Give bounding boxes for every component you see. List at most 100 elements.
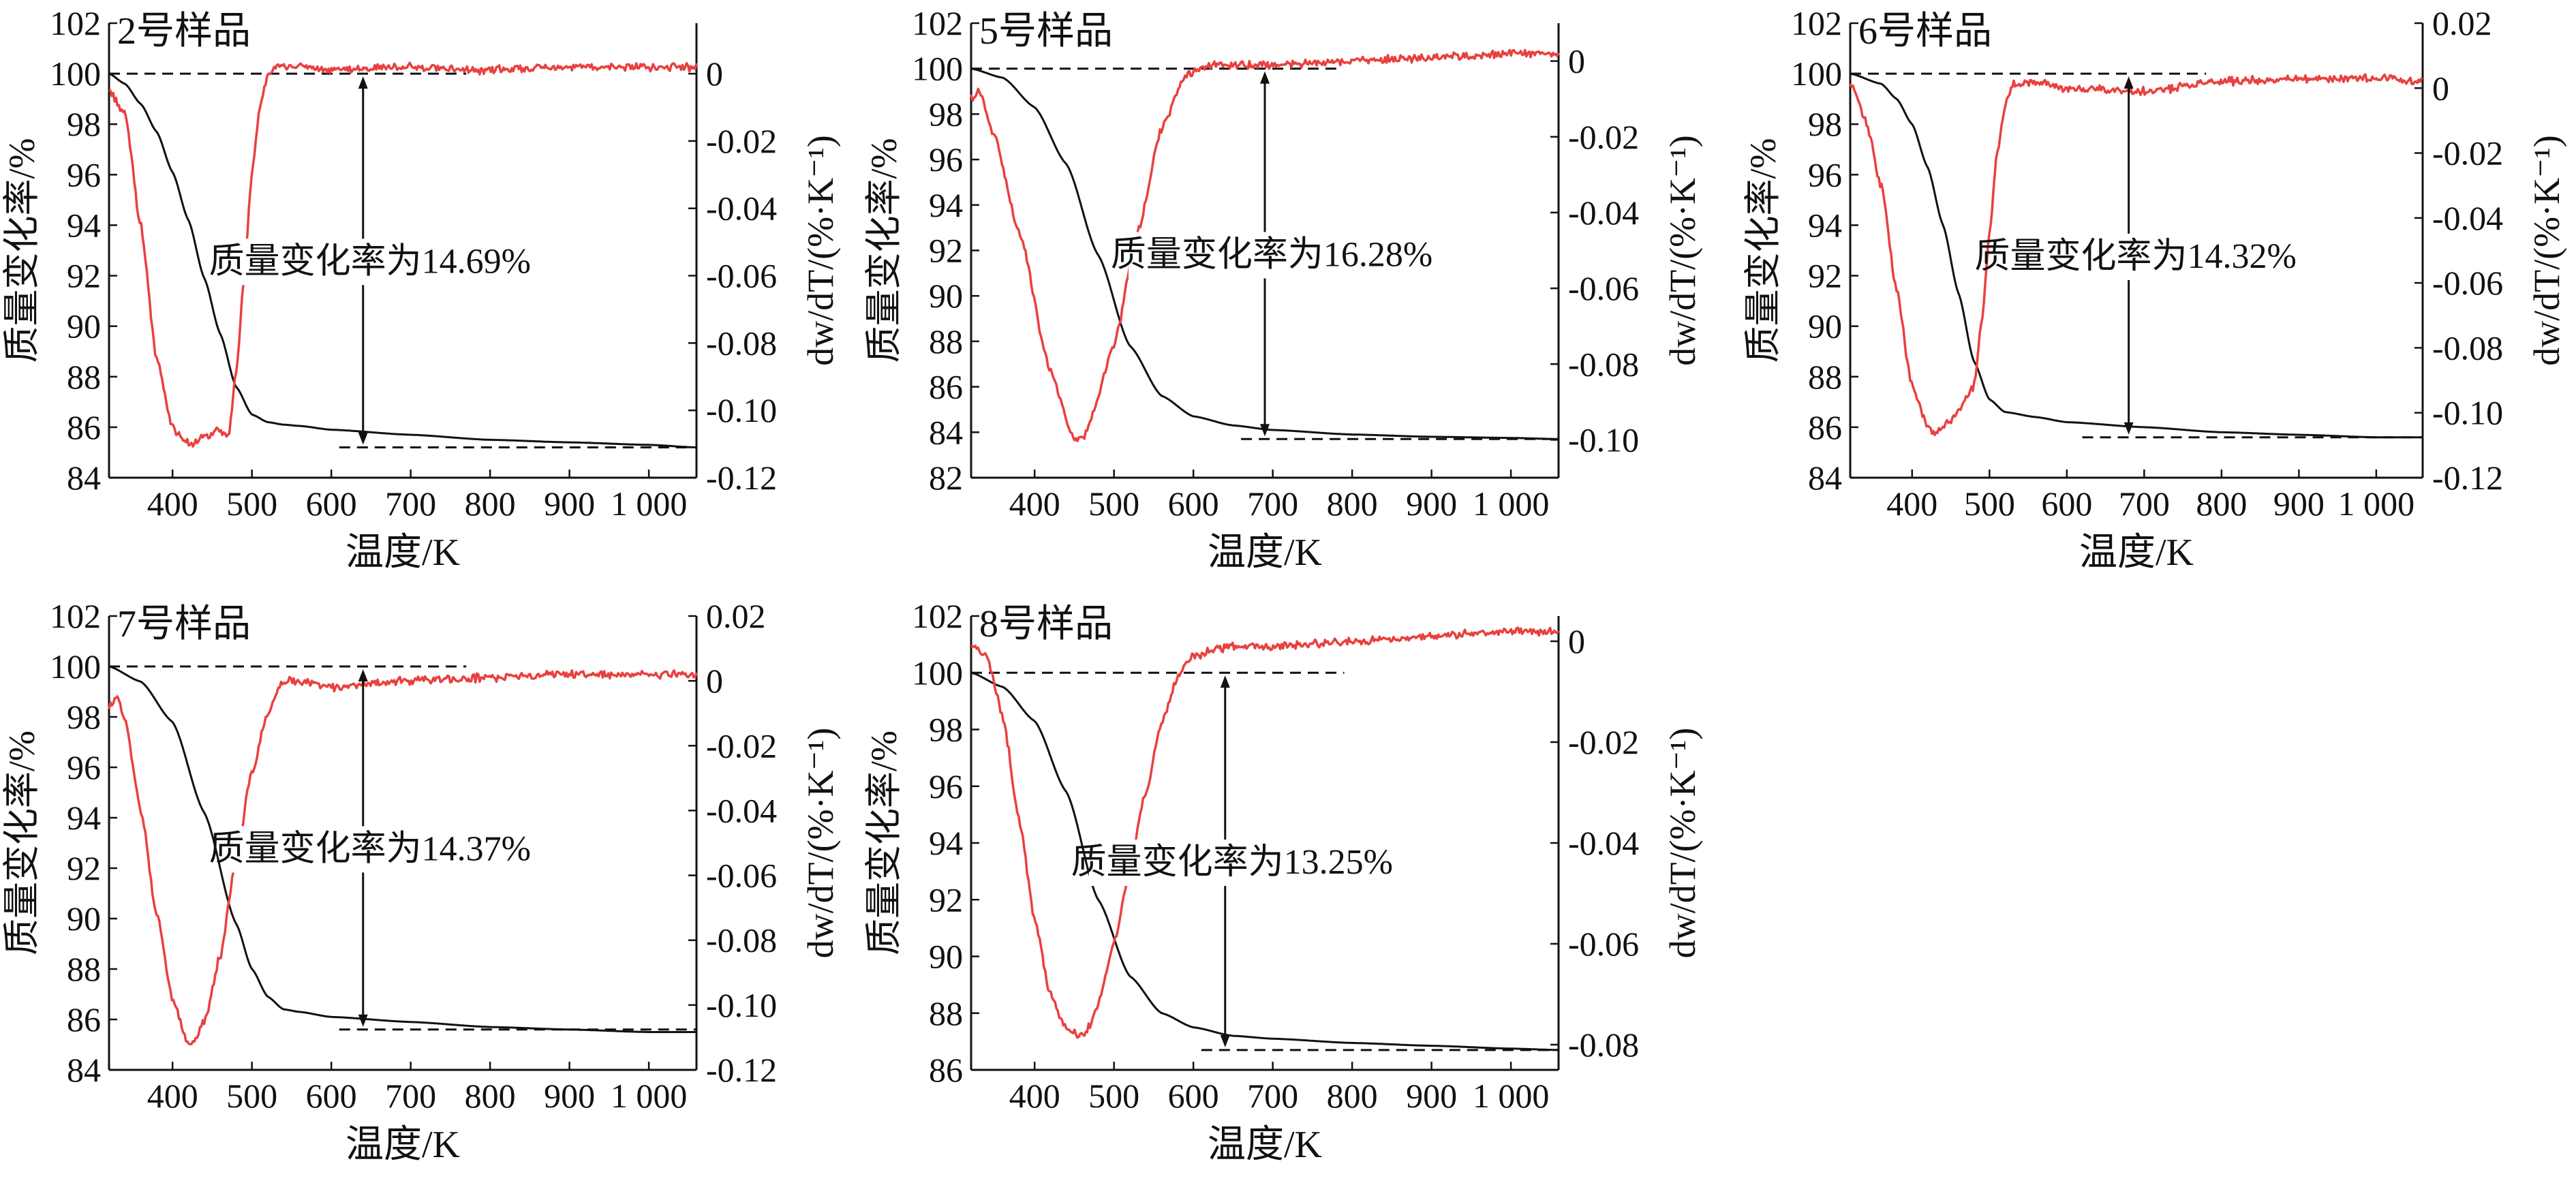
arrow-head-up [1220,675,1230,688]
left-y-tick-label: 88 [929,322,963,360]
right-y-tick-label: -0.08 [1568,1026,1639,1064]
x-tick-label: 600 [306,485,357,523]
x-tick-label: 1 000 [1473,1077,1550,1115]
left-y-tick-label: 102 [50,4,101,42]
x-tick-label: 400 [1009,485,1060,523]
left-y-axis-title: 质量变化率/% [1,731,42,955]
arrow-head-down [1260,424,1270,437]
x-tick-label: 500 [1964,485,2015,523]
right-y-tick-label: 0.02 [706,597,766,635]
annotation-background [1992,233,2279,280]
right-y-tick-label: -0.08 [706,324,777,362]
left-y-tick-label: 86 [929,1051,963,1089]
x-axis-title: 温度/K [2079,532,2194,574]
x-axis-title: 温度/K [1208,1124,1322,1166]
left-y-tick-label: 92 [67,257,101,295]
left-y-tick-label: 86 [67,408,101,446]
x-tick-label: 900 [2273,485,2325,523]
left-y-tick-label: 92 [929,880,963,919]
right-y-tick-label: -0.02 [2432,134,2503,172]
left-y-tick-label: 92 [1808,257,1842,295]
x-tick-label: 700 [1247,1077,1298,1115]
left-y-tick-label: 84 [1808,459,1842,497]
right-y-tick-label: -0.04 [1568,194,1639,232]
x-tick-label: 900 [544,485,595,523]
left-y-tick-label: 84 [67,459,101,497]
right-y-tick-label: -0.02 [706,122,777,160]
right-y-axis-title: dw/dT/(%·K⁻¹) [800,728,841,959]
right-y-axis-title: dw/dT/(%·K⁻¹) [2526,135,2567,366]
arrow-head-down [358,432,368,445]
right-y-axis-title: dw/dT/(%·K⁻¹) [800,135,841,366]
x-tick-label: 600 [1168,1077,1219,1115]
left-y-tick-label: 102 [912,597,963,635]
x-tick-label: 400 [147,1077,198,1115]
left-y-tick-label: 98 [929,711,963,749]
mass-curve [970,671,1559,1051]
x-tick-label: 600 [2041,485,2092,523]
x-tick-label: 400 [1886,485,1937,523]
left-y-tick-label: 98 [67,698,101,736]
left-y-tick-label: 94 [67,799,101,837]
x-tick-label: 800 [1327,485,1378,523]
mass-curve [108,72,696,448]
left-y-tick-label: 86 [1808,408,1842,446]
mass-change-annotation: 质量变化率为16.28% [1111,236,1432,275]
right-y-tick-label: -0.06 [706,857,777,895]
annotation-background [1088,840,1375,887]
left-y-tick-label: 90 [67,900,101,938]
right-y-tick-label: -0.04 [1568,824,1639,862]
x-tick-label: 900 [544,1077,595,1115]
left-y-axis-title: 质量变化率/% [863,138,904,363]
mass-change-annotation: 质量变化率为14.32% [1974,237,2296,276]
annotation-background [1129,232,1415,279]
left-y-tick-label: 88 [929,994,963,1032]
arrow-head-down [358,1014,368,1027]
left-y-tick-label: 98 [1808,105,1842,143]
x-tick-label: 1 000 [611,485,688,523]
dtg-curve [970,48,1560,442]
left-y-axis-title: 质量变化率/% [1743,138,1783,363]
right-y-tick-label: -0.02 [1568,118,1639,156]
left-y-tick-label: 100 [50,647,101,686]
right-y-tick-label: 0 [706,55,723,93]
x-tick-label: 900 [1406,485,1457,523]
x-tick-label: 700 [2119,485,2170,523]
right-y-tick-label: -0.04 [706,189,777,228]
x-tick-label: 700 [1247,485,1298,523]
x-tick-label: 800 [2196,485,2247,523]
right-y-tick-label: -0.04 [706,791,777,829]
left-y-tick-label: 96 [929,140,963,179]
dtg-curve [108,61,698,448]
x-tick-label: 600 [306,1077,357,1115]
right-y-tick-label: -0.10 [2432,394,2503,432]
panel-title: 5号样品 [979,10,1113,52]
x-tick-label: 1 000 [2338,485,2415,523]
arrow-head-up [2123,76,2134,89]
left-y-axis-title: 质量变化率/% [1,138,42,363]
right-y-axis-title: dw/dT/(%·K⁻¹) [1662,135,1703,366]
right-y-tick-label: -0.08 [706,921,777,959]
panel-4: 400 500 600 700 800 900 1 000 84 86 88 90 92 94 96 98 1… [1,597,841,1166]
left-y-tick-label: 88 [1808,358,1842,396]
panel-title: 7号样品 [117,603,251,645]
left-y-tick-label: 84 [929,413,963,451]
dtg-curve [1849,73,2423,437]
mass-change-annotation: 质量变化率为14.37% [209,829,531,868]
right-y-tick-label: -0.02 [1568,723,1639,761]
x-tick-label: 800 [465,485,516,523]
left-y-tick-label: 98 [67,105,101,143]
x-tick-label: 500 [226,485,277,523]
right-y-tick-label: -0.12 [706,1051,777,1089]
mass-curve [108,665,696,1033]
left-y-tick-label: 92 [67,849,101,887]
right-y-tick-label: -0.06 [706,257,777,295]
arrow-head-down [1220,1034,1230,1047]
left-y-tick-label: 100 [912,50,963,88]
right-y-tick-label: -0.06 [2432,264,2503,302]
x-tick-label: 900 [1406,1077,1457,1115]
right-y-tick-label: -0.06 [1568,269,1639,307]
left-y-tick-label: 96 [1808,155,1842,194]
x-tick-label: 500 [1088,1077,1139,1115]
